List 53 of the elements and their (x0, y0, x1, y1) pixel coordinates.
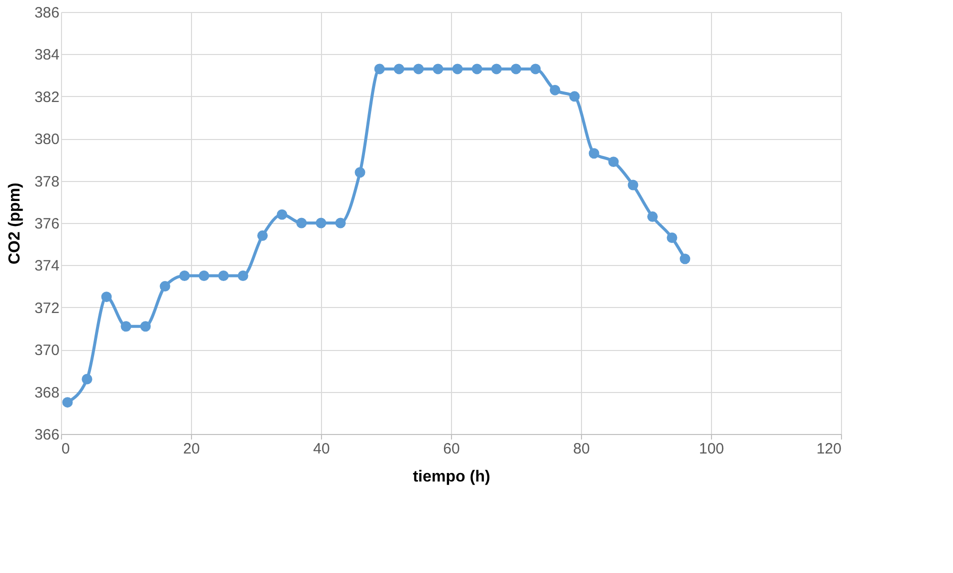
point (62, 397, 73, 408)
point (316, 218, 326, 228)
x-tick-label: 80 (573, 440, 590, 458)
point (218, 270, 229, 281)
point (588, 148, 600, 159)
point (276, 209, 288, 220)
y-tick-label: 384 (34, 46, 60, 64)
y-tick-label: 366 (34, 426, 60, 444)
point (452, 64, 463, 74)
point (198, 270, 210, 281)
point (238, 270, 248, 281)
point (82, 374, 92, 384)
x-tick-label: 20 (183, 440, 200, 458)
point (179, 270, 190, 281)
point (120, 321, 132, 332)
x-tick-label: 60 (443, 440, 460, 458)
point (394, 64, 404, 74)
point (569, 91, 580, 102)
point (510, 64, 522, 74)
y-axis-title: CO2 (ppm) (6, 182, 24, 264)
point (530, 64, 541, 74)
point (140, 321, 151, 332)
point (680, 254, 690, 264)
point (296, 218, 307, 228)
x-tick-label: 100 (698, 440, 724, 458)
point (647, 211, 658, 222)
x-axis-title: tiempo (h) (412, 468, 490, 486)
y-tick-label: 372 (34, 300, 60, 317)
point (257, 230, 268, 241)
point (354, 167, 366, 178)
y-tick-label: 386 (34, 4, 60, 22)
y-tick-label: 374 (34, 258, 60, 275)
point (432, 64, 444, 74)
point (472, 64, 482, 74)
point (413, 64, 424, 74)
point (608, 156, 619, 168)
y-tick-label: 380 (34, 131, 60, 148)
point (101, 292, 112, 302)
point (374, 64, 385, 74)
point (160, 281, 170, 292)
y-tick-label: 368 (34, 384, 60, 402)
y-tick-label: 382 (34, 88, 60, 106)
point (491, 64, 502, 74)
y-tick-label: 376 (34, 216, 60, 232)
y-tick-label: 378 (34, 173, 60, 190)
point (628, 180, 638, 190)
y-tick-label: 370 (34, 342, 60, 360)
x-tick-label: 40 (313, 440, 330, 458)
x-tick-label: 0 (62, 440, 70, 458)
point (335, 218, 346, 228)
point (666, 232, 678, 244)
point (550, 84, 560, 96)
x-tick-label: 120 (816, 440, 842, 458)
